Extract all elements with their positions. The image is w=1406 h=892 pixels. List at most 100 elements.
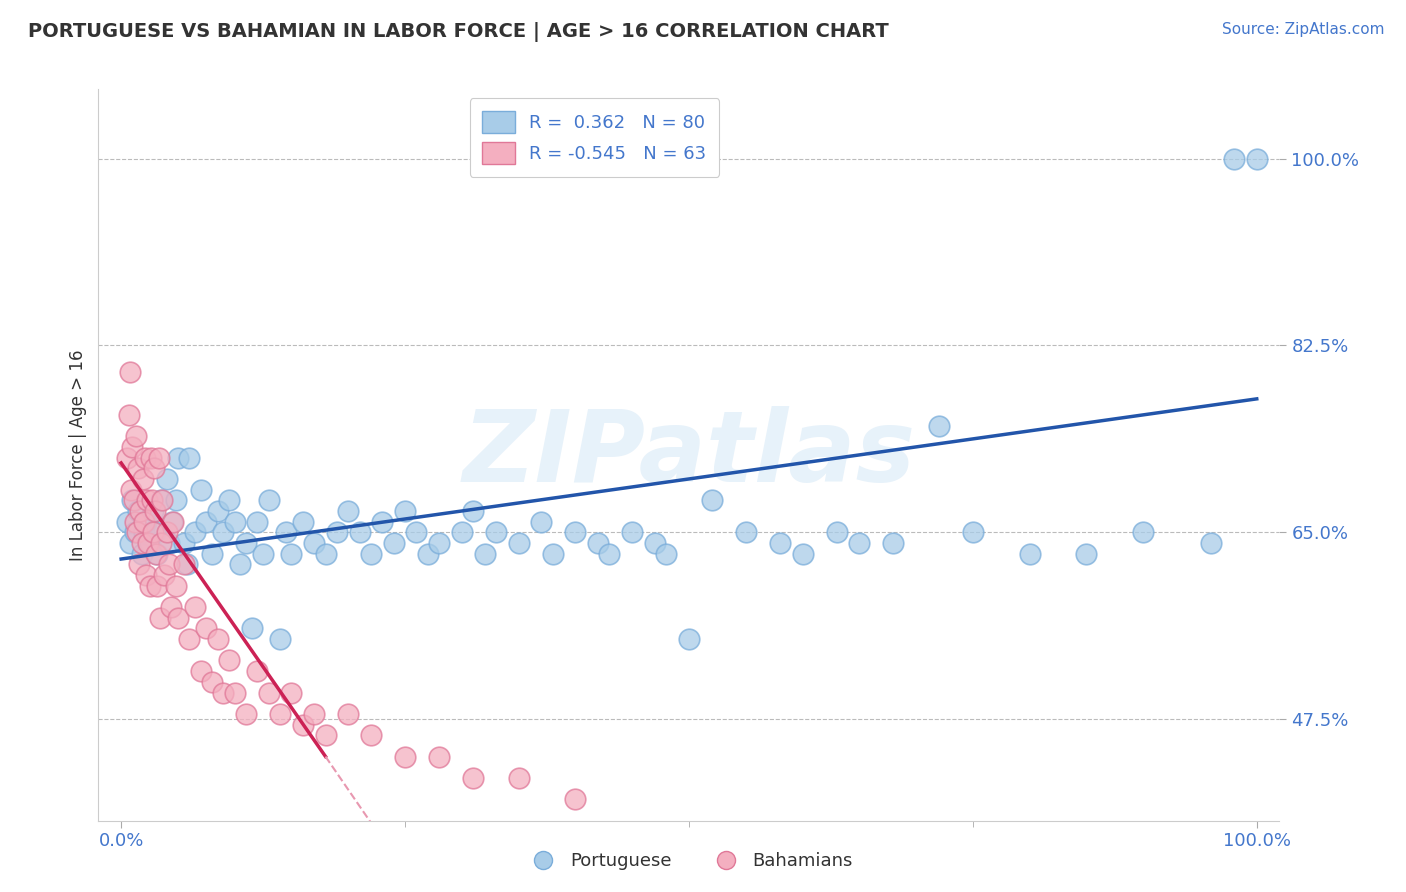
Point xyxy=(655,547,678,561)
Point xyxy=(184,525,207,540)
Point xyxy=(474,547,496,561)
Point xyxy=(124,515,146,529)
Point xyxy=(1246,152,1268,166)
Point xyxy=(127,461,149,475)
Point xyxy=(120,536,142,550)
Point xyxy=(274,525,297,540)
Point xyxy=(530,515,553,529)
Point xyxy=(162,515,183,529)
Point xyxy=(315,728,337,742)
Point xyxy=(928,418,950,433)
Point xyxy=(1076,547,1098,561)
Point xyxy=(201,547,224,561)
Point xyxy=(120,365,142,379)
Point xyxy=(427,536,450,550)
Point xyxy=(145,547,167,561)
Point xyxy=(128,558,150,572)
Point xyxy=(349,525,371,540)
Point xyxy=(176,558,198,572)
Point xyxy=(1018,547,1040,561)
Point xyxy=(135,515,157,529)
Point xyxy=(224,685,246,699)
Point xyxy=(246,664,269,678)
Point xyxy=(149,493,172,508)
Point xyxy=(121,440,143,454)
Point xyxy=(224,515,246,529)
Point xyxy=(1132,525,1154,540)
Point xyxy=(138,536,160,550)
Point xyxy=(541,547,564,561)
Point xyxy=(131,547,153,561)
Point xyxy=(382,536,405,550)
Point xyxy=(586,536,609,550)
Point xyxy=(621,525,644,540)
Point xyxy=(882,536,904,550)
Point xyxy=(155,472,177,486)
Point xyxy=(218,493,240,508)
Point xyxy=(246,515,269,529)
Point xyxy=(127,504,149,518)
Point xyxy=(190,664,212,678)
Point xyxy=(644,536,666,550)
Point xyxy=(141,493,163,508)
Point xyxy=(280,547,302,561)
Point xyxy=(485,525,508,540)
Point xyxy=(190,483,212,497)
Point xyxy=(155,525,177,540)
Point xyxy=(371,515,394,529)
Point xyxy=(302,706,325,721)
Point xyxy=(165,493,187,508)
Point xyxy=(678,632,700,646)
Point xyxy=(235,536,257,550)
Point xyxy=(291,515,314,529)
Point xyxy=(416,547,439,561)
Point xyxy=(184,600,207,615)
Point xyxy=(257,685,280,699)
Point xyxy=(450,525,472,540)
Point xyxy=(564,525,586,540)
Point xyxy=(326,525,349,540)
Point xyxy=(122,493,145,508)
Point xyxy=(463,771,485,785)
Point xyxy=(138,536,160,550)
Point xyxy=(315,547,337,561)
Point xyxy=(195,515,218,529)
Point xyxy=(149,611,172,625)
Point xyxy=(143,504,166,518)
Point xyxy=(167,450,190,465)
Point xyxy=(115,515,138,529)
Point xyxy=(125,429,148,443)
Point xyxy=(463,504,485,518)
Point xyxy=(132,515,155,529)
Point xyxy=(207,632,229,646)
Point xyxy=(135,568,157,582)
Point xyxy=(149,536,172,550)
Point xyxy=(146,579,169,593)
Point xyxy=(121,493,143,508)
Point xyxy=(195,622,218,636)
Point xyxy=(825,525,848,540)
Point xyxy=(173,558,195,572)
Point xyxy=(240,622,263,636)
Point xyxy=(280,685,302,699)
Point xyxy=(269,632,291,646)
Point xyxy=(337,504,360,518)
Point xyxy=(165,579,187,593)
Point xyxy=(564,792,586,806)
Point xyxy=(1223,152,1246,166)
Point xyxy=(207,504,229,518)
Point xyxy=(143,525,166,540)
Point xyxy=(129,504,152,518)
Text: Source: ZipAtlas.com: Source: ZipAtlas.com xyxy=(1222,22,1385,37)
Point xyxy=(162,515,184,529)
Point xyxy=(360,547,382,561)
Point xyxy=(405,525,427,540)
Point xyxy=(201,674,224,689)
Point xyxy=(136,493,159,508)
Point xyxy=(132,472,155,486)
Point xyxy=(508,771,530,785)
Point xyxy=(153,568,176,582)
Point xyxy=(132,525,155,540)
Point xyxy=(394,749,416,764)
Point xyxy=(157,558,180,572)
